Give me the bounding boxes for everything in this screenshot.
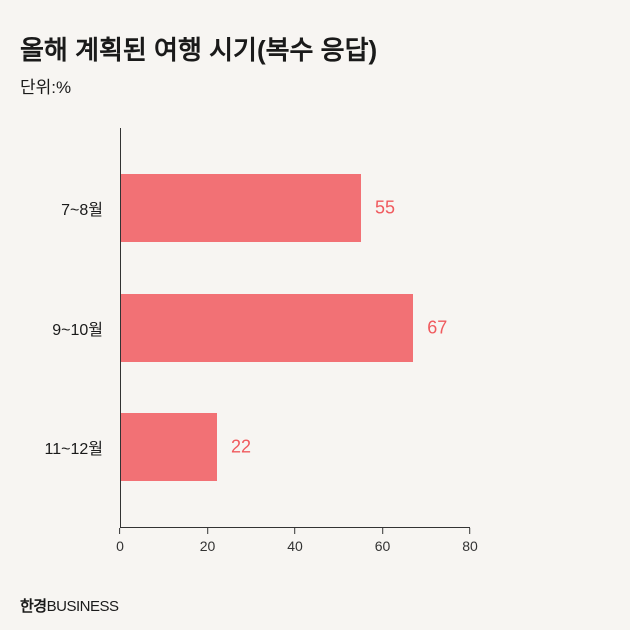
x-tick-mark <box>207 528 208 534</box>
x-tick: 60 <box>375 528 391 554</box>
bar <box>121 294 413 362</box>
bar <box>121 174 361 242</box>
x-tick: 0 <box>116 528 124 554</box>
x-tick-label: 40 <box>287 538 303 554</box>
bar-value-label: 67 <box>427 317 447 338</box>
chart-title: 올해 계획된 여행 시기(복수 응답) <box>20 30 610 67</box>
bar-row: 7~8월55 <box>121 174 361 242</box>
x-axis: 020406080 <box>120 528 470 558</box>
chart-subtitle: 단위:% <box>20 73 610 98</box>
x-tick-label: 20 <box>200 538 216 554</box>
x-tick-mark <box>382 528 383 534</box>
x-tick-label: 0 <box>116 538 124 554</box>
bar-category-label: 7~8월 <box>61 196 103 220</box>
brand-ko: 한경 <box>20 598 47 615</box>
x-tick: 80 <box>462 528 478 554</box>
x-tick-mark <box>119 528 120 534</box>
brand-en: BUSINESS <box>47 598 119 615</box>
bar <box>121 413 217 481</box>
chart-area: 7~8월559~10월6711~12월22 020406080 <box>120 128 470 558</box>
footer-brand: 한경BUSINESS <box>20 595 118 616</box>
chart-container: 올해 계획된 여행 시기(복수 응답) 단위:% 7~8월559~10월6711… <box>0 0 630 630</box>
x-tick-mark <box>469 528 470 534</box>
bar-category-label: 9~10월 <box>52 316 103 340</box>
bar-value-label: 55 <box>375 197 395 218</box>
bar-row: 9~10월67 <box>121 294 413 362</box>
bar-value-label: 22 <box>231 437 251 458</box>
x-tick-label: 60 <box>375 538 391 554</box>
bar-category-label: 11~12월 <box>45 435 103 459</box>
plot-area: 7~8월55 9~10월67 11~12월22 <box>120 128 470 528</box>
bar-row: 11~12월22 <box>121 413 217 481</box>
x-tick: 20 <box>200 528 216 554</box>
x-tick-label: 80 <box>462 538 478 554</box>
x-tick: 40 <box>287 528 303 554</box>
x-tick-mark <box>294 528 295 534</box>
